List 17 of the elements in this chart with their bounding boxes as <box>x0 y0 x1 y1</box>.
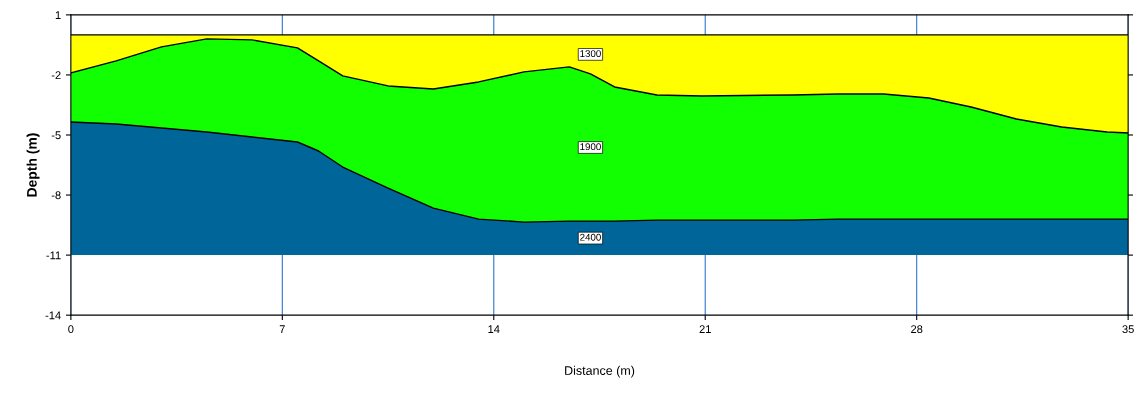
x-tick-label: 21 <box>699 325 711 333</box>
x-tick-label: 28 <box>911 325 923 334</box>
x-tick-label: 14 <box>488 325 500 333</box>
y-tick-label: -11 <box>46 251 61 260</box>
y-tick-label: -14 <box>45 311 61 320</box>
y-axis-title: Depth (m) <box>26 133 40 197</box>
y-tick-label: -8 <box>51 191 61 200</box>
x-tick-label: 7 <box>279 325 285 333</box>
x-tick-label: 0 <box>68 325 74 334</box>
series-label: 1900 <box>580 143 601 151</box>
series-label: 1300 <box>580 50 601 58</box>
x-tick-label: 35 <box>1122 325 1134 334</box>
y-tick-label: -5 <box>51 131 61 140</box>
y-tick-label: -2 <box>51 71 61 79</box>
y-tick-label: 1 <box>55 11 61 19</box>
series-label: 2400 <box>580 233 601 241</box>
x-axis-title: Distance (m) <box>565 365 635 378</box>
